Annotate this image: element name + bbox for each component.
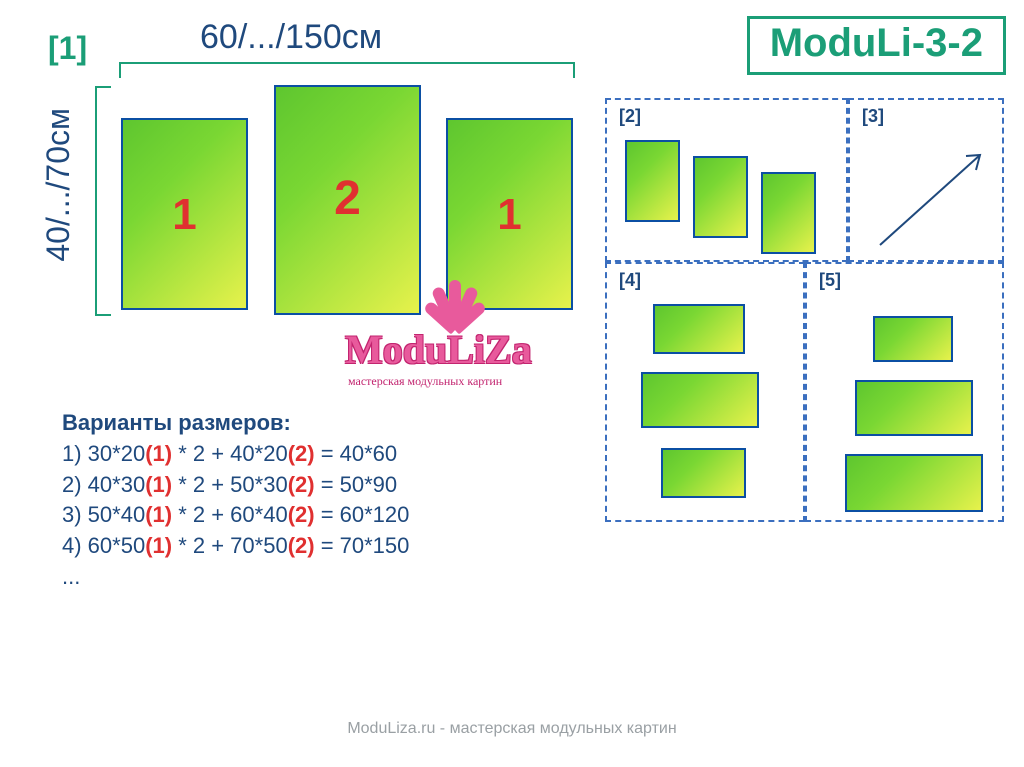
logo-subtext: мастерская модульных картин: [348, 374, 502, 389]
logo-text: ModuLiZa: [345, 326, 532, 373]
variant-cell: [3]: [848, 98, 1004, 262]
size-row: 3) 50*40(1) * 2 + 60*40(2) = 60*120: [62, 500, 409, 531]
main-panel-2: 2: [274, 85, 421, 315]
sizes-ellipsis: ...: [62, 562, 409, 593]
title: ModuLi-3-2: [770, 21, 983, 65]
variant-panel: [873, 316, 953, 362]
width-bracket: [119, 62, 575, 76]
variant-label: [5]: [819, 270, 841, 291]
size-row: 1) 30*20(1) * 2 + 40*20(2) = 40*60: [62, 439, 409, 470]
arrow-icon: [850, 100, 1006, 264]
title-box: ModuLi-3-2: [747, 16, 1006, 75]
variant-cell: [5]: [805, 262, 1004, 522]
size-row: 2) 40*30(1) * 2 + 50*30(2) = 50*90: [62, 470, 409, 501]
variant-label: [4]: [619, 270, 641, 291]
height-bracket: [95, 86, 109, 316]
sizes-heading: Варианты размеров:: [62, 408, 409, 439]
size-row: 4) 60*50(1) * 2 + 70*50(2) = 70*150: [62, 531, 409, 562]
sizes-block: Варианты размеров: 1) 30*20(1) * 2 + 40*…: [62, 408, 409, 593]
variant-label: [2]: [619, 106, 641, 127]
variant-panel: [641, 372, 759, 428]
variant-panel: [661, 448, 746, 498]
variant-panel: [693, 156, 748, 238]
variant-cell: [4]: [605, 262, 805, 522]
variant-panel: [761, 172, 816, 254]
variant-panel: [653, 304, 745, 354]
height-dim: 40/.../70см: [40, 108, 77, 262]
panel-number: 1: [123, 190, 246, 240]
variant-cell: [2]: [605, 98, 848, 262]
logo-icon: [415, 280, 495, 330]
width-dim: 60/.../150см: [200, 18, 382, 57]
main-panel-1: 1: [121, 118, 248, 310]
panel-number: 2: [276, 171, 419, 226]
main-label: [1]: [48, 30, 87, 67]
footer-text: ModuLiza.ru - мастерская модульных карти…: [0, 720, 1024, 738]
variant-panel: [845, 454, 983, 512]
panel-number: 1: [448, 190, 571, 240]
variant-panel: [625, 140, 680, 222]
variant-panel: [855, 380, 973, 436]
